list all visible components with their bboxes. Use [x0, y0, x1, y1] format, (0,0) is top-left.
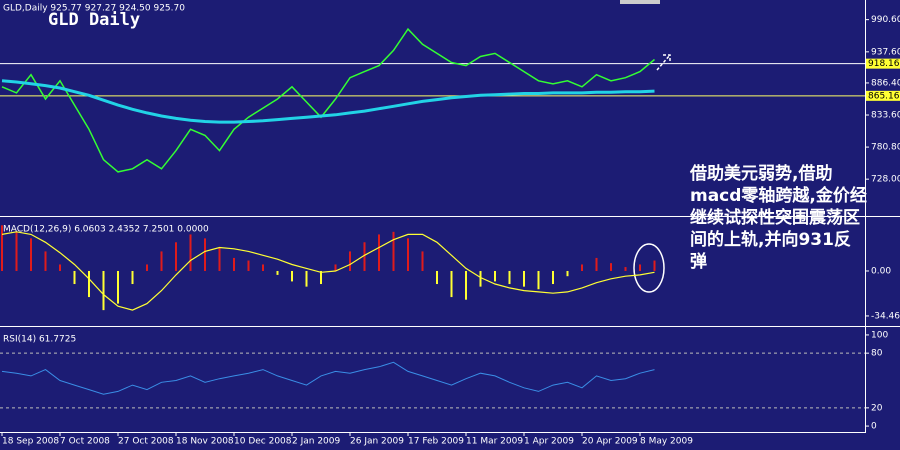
histogram-bar — [146, 264, 148, 271]
histogram-bar — [508, 270, 511, 285]
histogram-bar — [73, 270, 76, 285]
histogram-bar — [44, 251, 47, 271]
histogram-bar — [247, 260, 250, 271]
level-label: 865.16 — [868, 91, 900, 101]
histogram-bar — [639, 264, 641, 271]
y-tick-label: 0 — [871, 422, 877, 432]
histogram-bar — [320, 270, 322, 285]
panel-title: RSI(14) 61.7725 — [3, 335, 76, 345]
histogram-bar — [334, 264, 337, 271]
level-label: 918.16 — [868, 59, 900, 69]
histogram-bar — [117, 270, 119, 304]
chart-title: GLD Daily — [48, 10, 140, 30]
histogram-bar — [595, 257, 598, 271]
level-label-box — [866, 90, 900, 101]
y-tick-label: 833.60 — [871, 111, 900, 121]
histogram-bar — [407, 238, 409, 271]
y-tick-label: 780.80 — [871, 143, 900, 153]
histogram-bar — [450, 270, 453, 298]
histogram-bar — [523, 270, 525, 287]
x-tick-label: 8 May 2009 — [640, 437, 693, 447]
annotation-line: macd零轴跨越,金价经 — [690, 186, 867, 206]
y-tick-label: -34.46 — [871, 311, 900, 321]
scroll-tab — [620, 0, 660, 4]
x-tick-label: 17 Feb 2009 — [408, 437, 464, 447]
histogram-bar — [581, 264, 583, 271]
histogram-bar — [537, 270, 540, 290]
histogram-bar — [305, 270, 308, 287]
x-tick-label: 7 Oct 2008 — [60, 437, 110, 447]
y-tick-label: 20 — [871, 403, 883, 413]
histogram-bar — [378, 234, 380, 271]
series-line — [1, 79, 655, 124]
histogram-bar — [204, 238, 206, 271]
annotation: 借助美元弱势,借助 macd零轴跨越,金价经 继续试探性突围震荡区 间的上轨,并向93… — [690, 163, 900, 273]
histogram-bar — [465, 270, 467, 300]
x-tick-label: 18 Sep 2008 — [2, 437, 59, 447]
x-tick-label: 2 Jan 2009 — [292, 437, 340, 447]
histogram-bar — [392, 231, 395, 271]
x-tick-label: 11 Mar 2009 — [466, 437, 523, 447]
histogram-bar — [1, 225, 3, 271]
histogram-bar — [421, 251, 424, 271]
y-tick-label: 80 — [871, 349, 883, 359]
histogram-bar — [653, 260, 656, 271]
histogram-bar — [291, 270, 293, 282]
histogram-bar — [131, 270, 134, 285]
annotation-line: 弹 — [690, 252, 707, 272]
histogram-bar — [189, 234, 192, 271]
series-line — [1, 27, 655, 173]
histogram-bar — [566, 270, 569, 277]
x-tick-label: 27 Oct 2008 — [118, 437, 174, 447]
y-tick-label: 937.60 — [871, 47, 900, 57]
arrow — [656, 54, 671, 71]
x-tick-label: 20 Apr 2009 — [582, 437, 638, 447]
histogram-bar — [624, 267, 627, 271]
histogram-bar — [160, 251, 163, 271]
info: GLD,Daily 925.77 927.27 924.50 925.70 — [3, 4, 185, 14]
histogram-bar — [610, 263, 612, 271]
histogram-bar — [276, 270, 279, 275]
x-tick-label: 1 Apr 2009 — [524, 437, 574, 447]
x-tick-label: 26 Jan 2009 — [350, 437, 404, 447]
y-tick-label: 100 — [871, 330, 888, 340]
highlight-circle — [633, 243, 665, 293]
y-tick-label: 990.60 — [871, 15, 900, 25]
histogram-bar — [102, 270, 105, 311]
y-tick-label: 886.40 — [871, 78, 900, 88]
histogram-bar — [175, 242, 177, 271]
histogram-bar — [233, 257, 235, 271]
histogram-bar — [30, 238, 32, 271]
x-tick-label: 10 Dec 2008 — [234, 437, 292, 447]
y-tick-label: 0.00 — [871, 266, 891, 276]
annotation-line: 继续试探性突围震荡区 — [690, 208, 860, 228]
y-tick-label: 728.00 — [871, 175, 900, 185]
histogram-bar — [363, 242, 366, 271]
histogram-bar — [218, 247, 221, 271]
histogram-bar — [15, 231, 18, 271]
histogram-bar — [262, 264, 264, 271]
histogram-bar — [59, 264, 61, 271]
annotation-line: 借助美元弱势,借助 — [690, 164, 833, 184]
histogram-bar — [552, 270, 554, 285]
series-line — [1, 231, 655, 311]
series-line — [1, 361, 655, 395]
histogram-bar — [88, 270, 90, 298]
histogram-bar — [479, 270, 482, 287]
annotation-line: 间的上轨,并向931反 — [690, 230, 851, 250]
histogram-bar — [349, 251, 351, 271]
level-label-box — [866, 58, 900, 69]
histogram-bar — [436, 270, 438, 285]
x-tick-label: 18 Nov 2008 — [176, 437, 234, 447]
histogram-bar — [494, 270, 496, 282]
panel-title: MACD(12,26,9) 6.0603 2.4352 7.2501 0.000… — [3, 225, 209, 235]
